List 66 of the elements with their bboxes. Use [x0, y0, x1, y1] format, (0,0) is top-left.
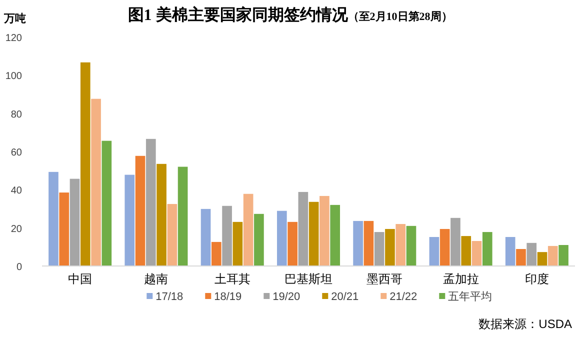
- legend-label: 21/22: [390, 291, 418, 303]
- bar: [482, 232, 492, 266]
- bar: [178, 166, 188, 266]
- x-tick-label: 中国: [68, 272, 92, 286]
- bar: [558, 245, 568, 266]
- legend-label: 17/18: [156, 291, 184, 303]
- bar: [320, 196, 330, 266]
- bar: [243, 194, 254, 266]
- bar: [298, 192, 308, 266]
- x-tick-label: 土耳其: [214, 272, 250, 286]
- bar: [505, 236, 516, 266]
- bar: [526, 242, 537, 266]
- bar: [450, 218, 460, 266]
- bar: [211, 242, 222, 266]
- chart-title: 图1 美棉主要国家同期签约情况: [128, 5, 349, 24]
- bar: [91, 98, 101, 266]
- bar: [537, 252, 548, 266]
- y-axis-title: 万吨: [3, 12, 26, 25]
- bar: [548, 246, 558, 266]
- bar: [353, 220, 363, 266]
- bar: [429, 236, 440, 266]
- bar: [167, 204, 178, 266]
- legend-label: 19/20: [272, 291, 300, 303]
- bar: [70, 178, 80, 266]
- bar: [516, 249, 526, 266]
- bar: [288, 222, 298, 266]
- bar: [440, 228, 450, 266]
- bar: [200, 208, 211, 266]
- bar: [146, 138, 156, 266]
- bar: [308, 202, 319, 266]
- bar: [222, 206, 232, 266]
- y-tick-label: 0: [16, 262, 22, 273]
- bar: [102, 140, 112, 266]
- chart-subtitle: （至2月10日第28周）: [348, 10, 452, 23]
- bar: [124, 174, 135, 266]
- bar: [48, 172, 58, 266]
- x-tick-label: 越南: [144, 272, 168, 286]
- bar: [330, 204, 340, 266]
- bar: [254, 214, 264, 266]
- bar: [276, 210, 287, 266]
- legend-label: 五年平均: [448, 291, 492, 303]
- bar: [472, 241, 482, 266]
- y-tick-label: 20: [10, 224, 22, 235]
- y-tick-label: 40: [10, 186, 22, 197]
- bar: [461, 236, 472, 266]
- x-tick-label: 巴基斯坦: [284, 272, 332, 286]
- y-tick-label: 80: [10, 109, 22, 120]
- source-note: 数据来源：USDA: [478, 317, 572, 331]
- bar: [374, 232, 384, 266]
- bar: [396, 224, 406, 266]
- legend-label: 18/19: [214, 291, 242, 303]
- legend-label: 20/21: [331, 291, 359, 303]
- bar: [364, 220, 374, 266]
- x-tick-label: 墨西哥: [366, 272, 403, 286]
- y-tick-label: 100: [5, 71, 22, 82]
- y-tick-label: 120: [5, 33, 22, 44]
- bar: [232, 222, 243, 266]
- bar: [135, 156, 146, 266]
- x-tick-label: 孟加拉: [442, 272, 479, 286]
- x-tick-label: 印度: [524, 272, 549, 286]
- y-tick-label: 60: [10, 148, 22, 158]
- bar: [59, 192, 70, 266]
- bar: [406, 226, 416, 266]
- bar: [385, 228, 395, 266]
- bar: [156, 164, 166, 266]
- bar: [80, 62, 90, 266]
